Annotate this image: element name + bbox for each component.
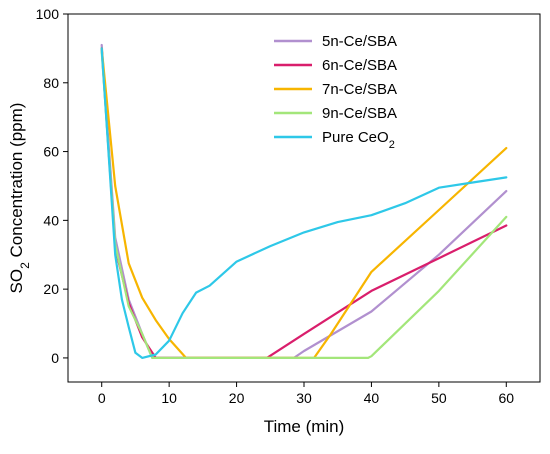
y-axis-title-main: SO bbox=[7, 269, 26, 294]
x-tick-label: 30 bbox=[296, 390, 312, 406]
series-line-1 bbox=[100, 43, 508, 359]
x-tick-label: 20 bbox=[229, 390, 245, 406]
x-tick-label: 60 bbox=[498, 390, 514, 406]
series-line-3 bbox=[100, 47, 508, 359]
y-axis-title: SO2 Concentration (ppm) bbox=[7, 103, 32, 294]
x-tick-label: 0 bbox=[98, 390, 106, 406]
y-tick-label: 40 bbox=[43, 212, 59, 228]
legend-label-subscript: 2 bbox=[389, 139, 395, 151]
legend-label-3: 7n-Ce/SBA bbox=[322, 81, 397, 98]
legend-label-1: 5n-Ce/SBA bbox=[322, 33, 397, 50]
y-tick-label: 100 bbox=[36, 6, 60, 22]
y-axis-title-rest: Concentration (ppm) bbox=[7, 103, 26, 263]
series-line-4 bbox=[100, 50, 508, 359]
legend-label-5: Pure CeO2 bbox=[322, 129, 395, 151]
y-tick-label: 0 bbox=[51, 350, 59, 366]
x-axis-title: Time (min) bbox=[264, 417, 345, 436]
legend: 5n-Ce/SBA 6n-Ce/SBA 7n-Ce/SBA 9n-Ce/SBA Pure… bbox=[274, 33, 397, 151]
y-tick-label: 20 bbox=[43, 281, 59, 297]
axes-group: 0 10 20 30 40 50 60 0 20 40 60 80 100 bbox=[36, 6, 515, 406]
legend-label-4: 9n-Ce/SBA bbox=[322, 105, 397, 122]
y-tick-label: 60 bbox=[43, 144, 59, 160]
series-group bbox=[100, 43, 508, 359]
y-axis-title-subscript: 2 bbox=[18, 262, 32, 269]
legend-label-2: 6n-Ce/SBA bbox=[322, 57, 397, 74]
x-tick-label: 10 bbox=[161, 390, 177, 406]
x-tick-label: 40 bbox=[364, 390, 380, 406]
x-tick-label: 50 bbox=[431, 390, 447, 406]
series-line-5 bbox=[100, 47, 508, 359]
y-tick-label: 80 bbox=[43, 75, 59, 91]
